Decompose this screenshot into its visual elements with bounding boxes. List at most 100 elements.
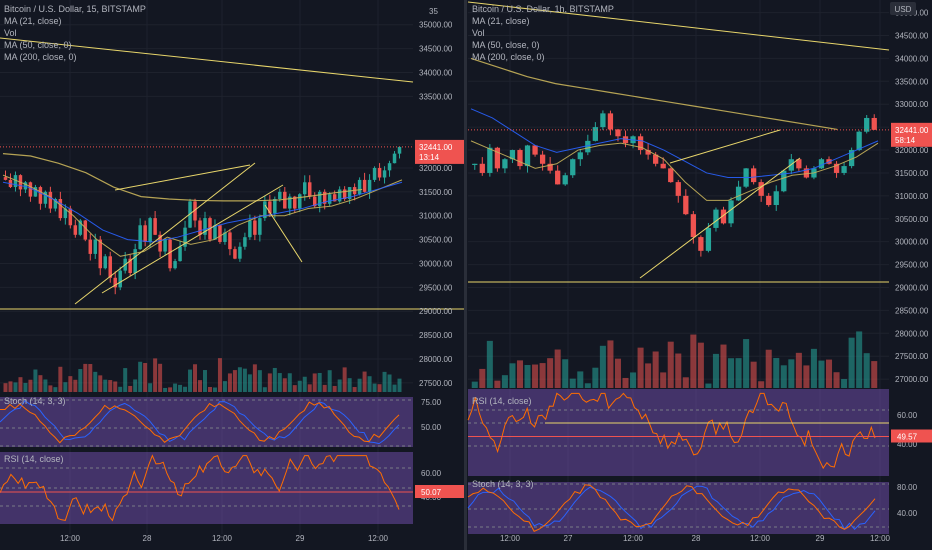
left-stoch-label: Stoch (14, 3, 3) — [4, 396, 66, 406]
candle-body — [362, 179, 367, 192]
candle-body — [68, 208, 73, 226]
time-tick-label: 29 — [296, 534, 305, 543]
candle-body — [833, 163, 840, 173]
candle-body — [143, 225, 147, 242]
volume-bar — [118, 386, 123, 392]
volume-bar — [554, 349, 561, 388]
candle-body — [302, 182, 307, 195]
volume-bar — [68, 376, 73, 392]
candle-body — [158, 234, 162, 252]
volume-bar — [547, 358, 554, 388]
right-price-axis[interactable]: 35000.0034500.0034000.0033500.0033000.00… — [891, 9, 932, 518]
currency-badge[interactable] — [890, 2, 916, 15]
candle-body — [273, 199, 277, 214]
left-price-axis[interactable]: 35000.0034500.0034000.0033500.0032500.00… — [415, 7, 465, 502]
right-chart-panel[interactable]: Bitcoin / U.S. Dollar, 1h, BITSTAMP MA (… — [467, 0, 932, 543]
volume-bar — [569, 378, 576, 388]
candle-body — [307, 182, 312, 197]
volume-bar — [237, 367, 242, 392]
volume-bar — [312, 373, 317, 392]
price-tick-label: 34000.00 — [419, 68, 453, 77]
candle-body — [238, 246, 242, 259]
candle-body — [720, 209, 727, 224]
volume-bar — [720, 344, 727, 388]
volume-bar — [58, 366, 63, 392]
stoch-tick-label: 50.00 — [421, 423, 442, 432]
price-tick-label: 30500.00 — [419, 236, 453, 245]
candle-body — [622, 136, 629, 144]
volume-bar — [287, 373, 292, 392]
left-indicator-ma200: MA (200, close, 0) — [4, 52, 77, 62]
volume-bar — [173, 383, 178, 392]
volume-bar — [53, 387, 58, 392]
volume-bar — [392, 384, 397, 392]
volume-bar — [247, 374, 252, 392]
right-volume-bars — [471, 331, 878, 388]
volume-bar — [23, 382, 28, 392]
volume-bar — [8, 381, 13, 392]
volume-bar — [622, 377, 629, 388]
candle-body — [98, 239, 103, 269]
left-chart-title: Bitcoin / U.S. Dollar, 15, BITSTAMP — [4, 4, 146, 14]
right-indicator-ma200: MA (200, close, 0) — [472, 52, 545, 62]
price-tick-label: 32000.00 — [895, 146, 929, 155]
candle-body — [705, 227, 712, 251]
candle-body — [397, 146, 402, 154]
candle-body — [577, 152, 583, 160]
left-trendlines[interactable] — [0, 37, 465, 310]
candle-body — [367, 179, 372, 192]
volume-bar — [242, 368, 247, 392]
left-time-axis[interactable]: 12:00 28 12:00 29 12:00 — [60, 534, 389, 543]
right-indicator-ma50: MA (50, close, 0) — [472, 40, 540, 50]
trendline — [101, 184, 284, 294]
volume-bar — [292, 385, 297, 392]
right-time-axis[interactable]: 12:00 27 12:00 28 12:00 29 12:00 — [500, 534, 891, 543]
volume-bar — [227, 373, 232, 392]
price-tick-label: 27000.00 — [895, 375, 929, 384]
volume-bar — [743, 339, 750, 388]
volume-bar — [128, 385, 133, 392]
volume-bar — [113, 381, 118, 392]
right-stoch-label: Stoch (14, 3, 3) — [472, 479, 534, 489]
right-trendlines[interactable] — [467, 1, 890, 424]
candle-body — [539, 154, 546, 164]
stoch-tick-label: 80.00 — [897, 483, 918, 492]
panel-divider[interactable] — [464, 0, 467, 550]
candle-body — [600, 113, 606, 128]
volume-bar — [322, 384, 327, 392]
candle-body — [517, 150, 523, 167]
time-tick-label: 29 — [816, 534, 825, 543]
volume-bar — [848, 337, 855, 388]
candle-body — [103, 256, 107, 269]
volume-bar — [607, 340, 614, 388]
candle-body — [193, 201, 197, 221]
candle-body — [728, 200, 734, 224]
left-chart-panel[interactable]: Bitcoin / U.S. Dollar, 15, BITSTAMP MA (… — [0, 0, 465, 543]
candle-body — [387, 163, 392, 171]
candle-body — [58, 199, 63, 219]
right-candles[interactable] — [472, 110, 877, 257]
price-tick-label-top: 35 — [429, 7, 438, 16]
candle-body — [382, 170, 387, 178]
price-tick-label: 27500.00 — [895, 352, 929, 361]
volume-bar — [637, 347, 644, 388]
volume-bar — [539, 363, 546, 388]
candle-body — [332, 194, 337, 202]
candle-body — [268, 201, 272, 214]
volume-bar — [645, 363, 652, 388]
stoch-line — [0, 401, 400, 444]
left-stoch-bg — [0, 397, 413, 447]
candle-body — [13, 175, 18, 188]
candle-body — [668, 168, 674, 183]
volume-bar — [362, 371, 367, 392]
volume-bar — [212, 387, 217, 392]
rsi-tick-label: 40.00 — [897, 440, 918, 449]
candle-body — [248, 220, 252, 238]
volume-bar — [282, 378, 287, 392]
trendline — [467, 1, 890, 51]
candle-body — [73, 225, 78, 235]
candle-body — [547, 163, 553, 171]
volume-bar — [262, 387, 267, 392]
